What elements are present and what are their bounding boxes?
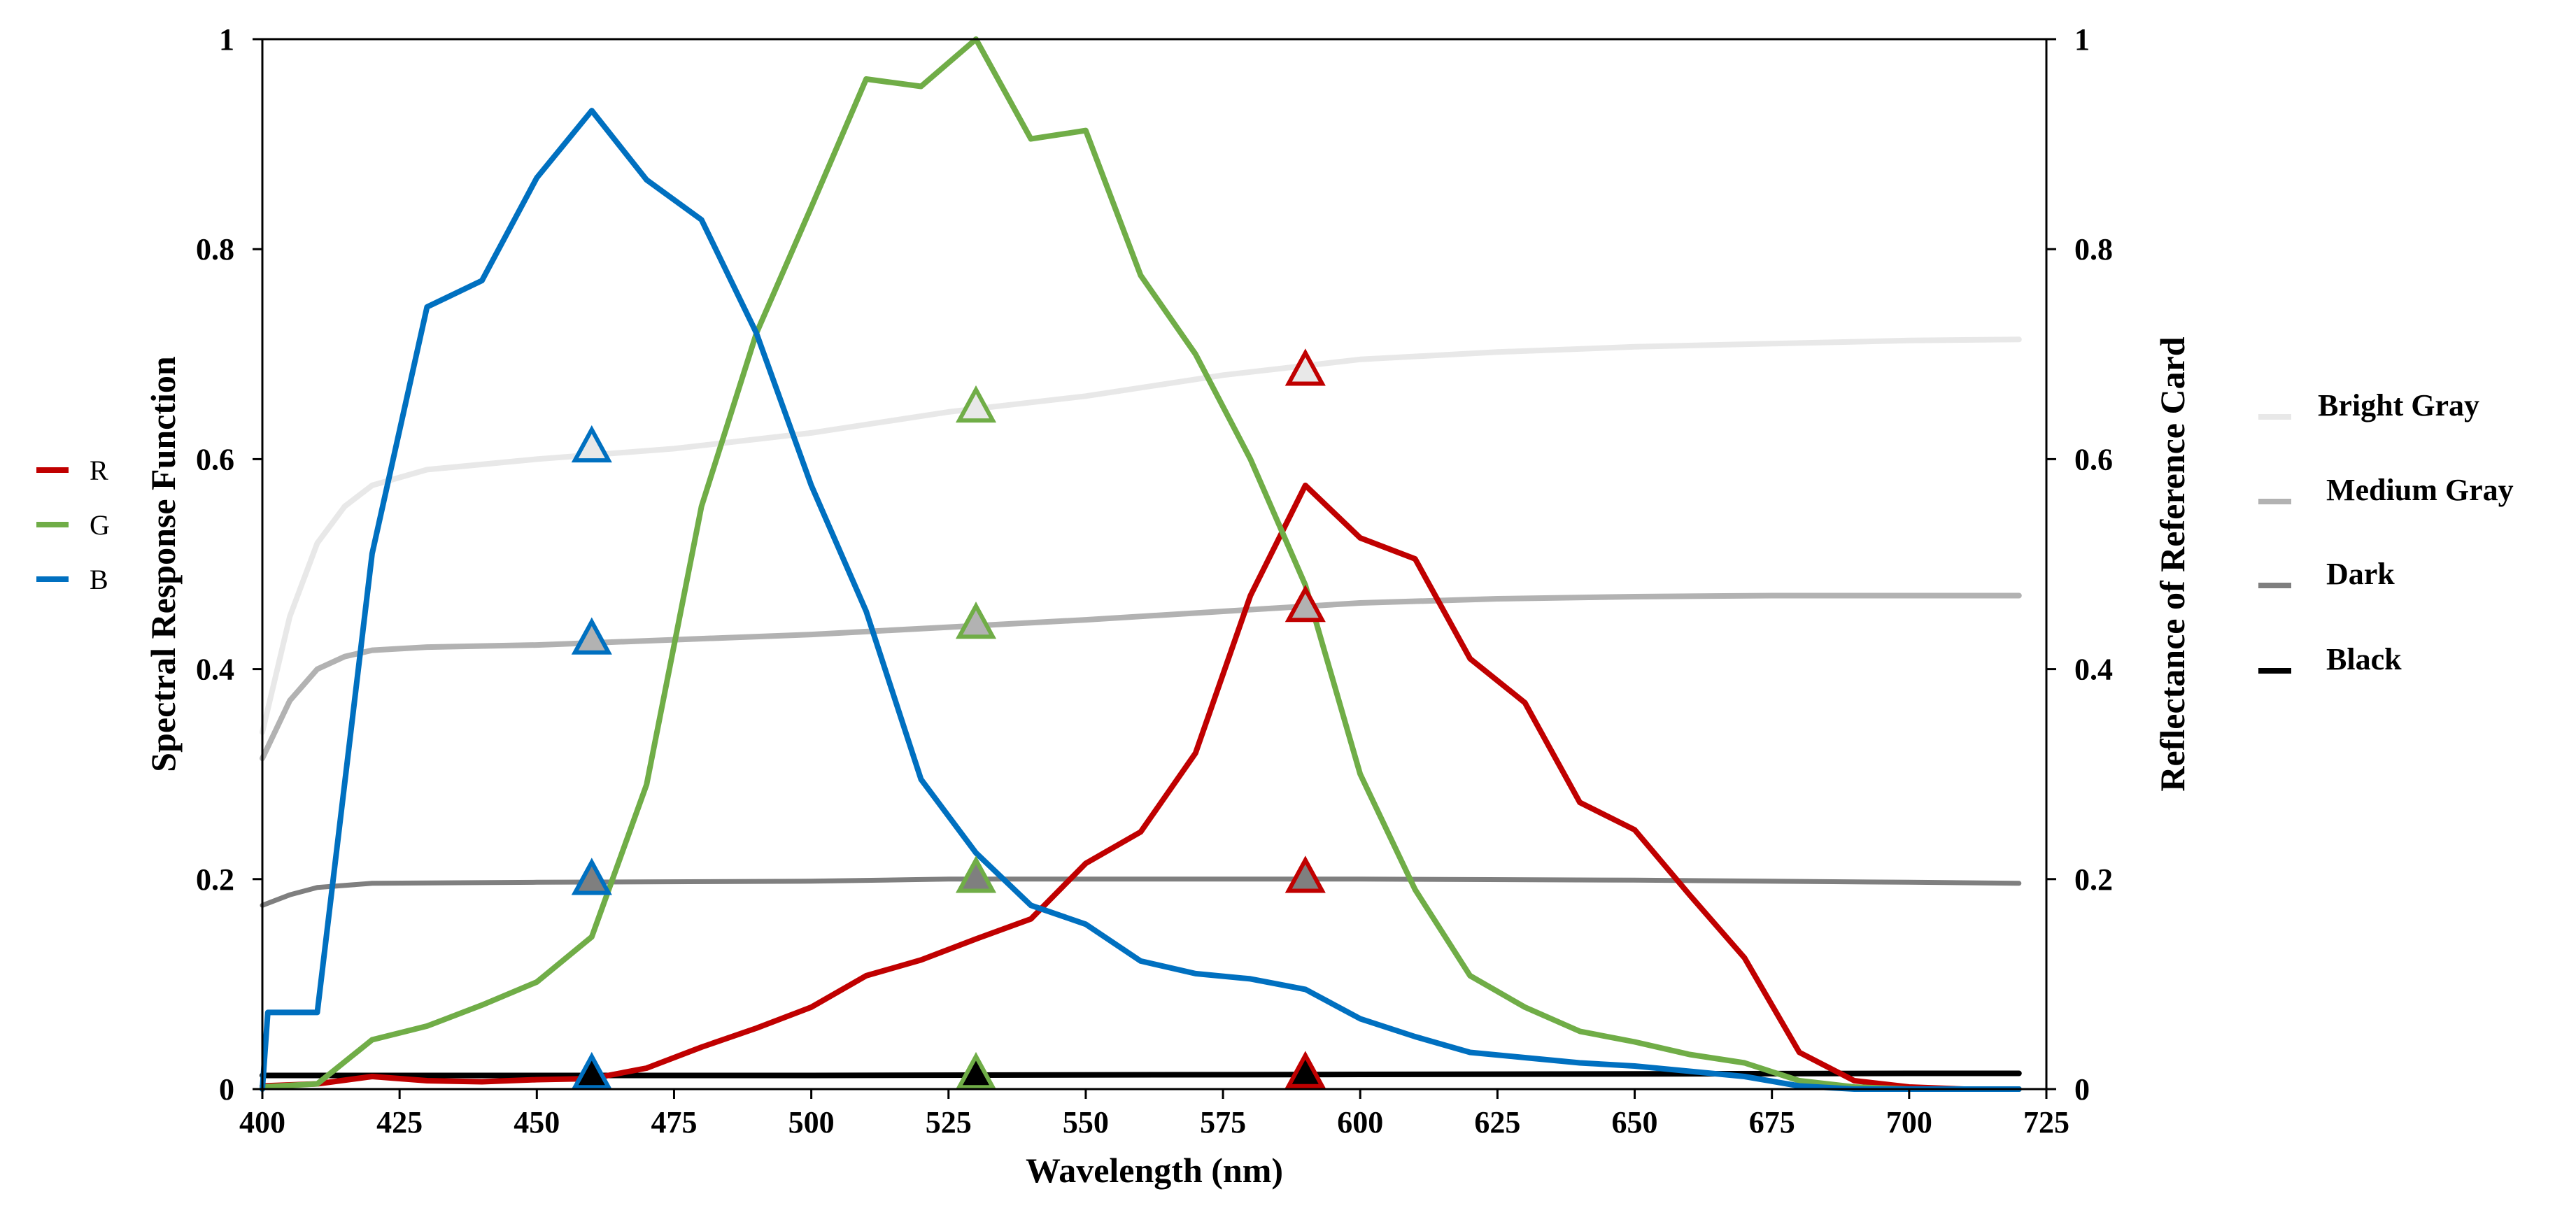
marker-460-black bbox=[571, 1051, 612, 1090]
x-tick-label: 425 bbox=[376, 1105, 423, 1139]
legend-label-medium-gray: Medium Gray bbox=[2326, 473, 2514, 507]
marker-590-dark bbox=[1285, 855, 1326, 893]
marker-460-medium-gray bbox=[571, 617, 612, 655]
y-axis-right-title: Reflectance of Reference Card bbox=[2153, 336, 2192, 791]
legend-reflectance: Bright Gray Medium Gray Dark Black bbox=[2258, 388, 2514, 676]
marker-590-bright-gray bbox=[1285, 348, 1326, 386]
y-right-tick-label: 0 bbox=[2074, 1072, 2090, 1107]
curve-black bbox=[260, 1070, 2022, 1079]
x-tick-label: 450 bbox=[514, 1105, 560, 1139]
curve-dark bbox=[260, 876, 2022, 908]
curve-r bbox=[260, 482, 2022, 1092]
y-left-tick-label: 1 bbox=[219, 22, 234, 57]
x-tick-label: 625 bbox=[1474, 1105, 1520, 1139]
marker-590-medium-gray bbox=[1285, 585, 1326, 623]
x-tick-label: 650 bbox=[1612, 1105, 1658, 1139]
x-tick-label: 525 bbox=[926, 1105, 972, 1139]
curve-medium-gray bbox=[260, 592, 2022, 762]
y-left-tick-label: 0 bbox=[219, 1072, 234, 1107]
marker-530-dark bbox=[955, 855, 997, 893]
x-tick-label: 475 bbox=[651, 1105, 697, 1139]
legend-label-b: B bbox=[90, 564, 108, 595]
axes-layer bbox=[253, 38, 2056, 1099]
legend-label-g: G bbox=[90, 509, 110, 541]
x-tick-label: 500 bbox=[788, 1105, 835, 1139]
marker-530-bright-gray bbox=[955, 385, 997, 423]
y-left-tick-label: 0.8 bbox=[196, 232, 234, 267]
legend-response: RGB bbox=[36, 455, 110, 595]
y-left-tick-label: 0.6 bbox=[196, 442, 234, 476]
tick-labels-layer: 400 425 450 475 500 525 550 575 600 625 650 675 700 7… bbox=[196, 22, 2113, 1139]
curves-layer bbox=[260, 36, 2022, 1092]
x-tick-label: 700 bbox=[1886, 1105, 1932, 1139]
x-axis-title: Wavelength (nm) bbox=[1026, 1151, 1283, 1190]
x-tick-label: 400 bbox=[239, 1105, 285, 1139]
marker-460-dark bbox=[571, 858, 612, 895]
y-left-tick-label: 0.2 bbox=[196, 862, 234, 897]
x-tick-label: 725 bbox=[2023, 1105, 2069, 1139]
y-left-tick-label: 0.4 bbox=[196, 653, 234, 687]
legend-label-bright-gray: Bright Gray bbox=[2318, 388, 2479, 422]
legend-label-r: R bbox=[90, 455, 108, 486]
y-right-tick-label: 0.8 bbox=[2074, 232, 2113, 267]
marker-590-black bbox=[1285, 1051, 1326, 1088]
marker-530-medium-gray bbox=[955, 602, 997, 639]
legend-label-dark: Dark bbox=[2326, 557, 2395, 591]
x-tick-label: 675 bbox=[1749, 1105, 1795, 1139]
legend-label-black: Black bbox=[2326, 642, 2402, 676]
x-tick-label: 600 bbox=[1337, 1105, 1383, 1139]
y-right-tick-label: 0.4 bbox=[2074, 653, 2113, 687]
curve-bright-gray bbox=[260, 336, 2022, 735]
y-right-tick-label: 0.2 bbox=[2074, 862, 2113, 897]
y-right-tick-label: 1 bbox=[2074, 22, 2090, 57]
y-right-tick-label: 0.6 bbox=[2074, 442, 2113, 476]
marker-530-black bbox=[955, 1051, 997, 1090]
marker-460-bright-gray bbox=[571, 425, 612, 463]
y-axis-left-title: Spectral Response Function bbox=[143, 356, 183, 772]
x-tick-label: 575 bbox=[1200, 1105, 1246, 1139]
curve-b bbox=[260, 108, 2022, 1092]
markers-layer bbox=[571, 348, 1326, 1090]
curve-g bbox=[260, 36, 2022, 1092]
x-tick-label: 550 bbox=[1063, 1105, 1109, 1139]
